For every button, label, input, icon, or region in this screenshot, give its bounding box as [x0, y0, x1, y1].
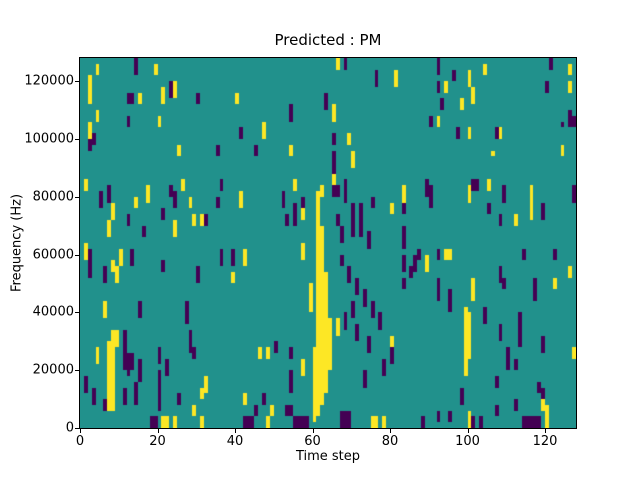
x-tick-label: 40 — [226, 434, 244, 449]
x-tick-label: 120 — [532, 434, 558, 449]
y-tick-mark — [75, 312, 79, 314]
chart-title: Predicted : PM — [274, 31, 382, 49]
x-tick-mark — [467, 429, 469, 433]
x-tick-label: 0 — [75, 434, 85, 449]
plot-area — [79, 57, 577, 429]
x-tick-mark — [157, 429, 159, 433]
x-tick-label: 100 — [455, 434, 480, 449]
y-tick-mark — [75, 428, 79, 429]
y-tick-label: 80000 — [32, 189, 74, 205]
x-tick-label: 20 — [149, 434, 166, 449]
x-tick-label: 80 — [381, 434, 399, 449]
y-axis-label: Frequency (Hz) — [9, 193, 25, 293]
y-tick-label: 120000 — [24, 73, 74, 89]
x-axis-label: Time step — [295, 449, 361, 464]
y-tick-label: 0 — [65, 420, 74, 436]
x-tick-mark — [235, 429, 236, 433]
y-tick-mark — [75, 138, 79, 140]
x-tick-mark — [390, 429, 391, 433]
x-tick-label: 60 — [304, 434, 321, 449]
y-tick-mark — [75, 254, 79, 256]
x-tick-mark — [312, 429, 314, 433]
y-tick-label: 20000 — [32, 362, 74, 378]
y-tick-mark — [75, 81, 79, 83]
y-tick-label: 60000 — [32, 247, 74, 263]
x-tick-mark — [80, 429, 81, 433]
y-tick-label: 40000 — [32, 304, 74, 320]
heatmap-canvas — [80, 58, 576, 428]
x-tick-mark — [545, 429, 546, 433]
y-tick-mark — [75, 196, 79, 198]
y-tick-mark — [75, 370, 79, 372]
y-tick-label: 100000 — [24, 131, 74, 147]
